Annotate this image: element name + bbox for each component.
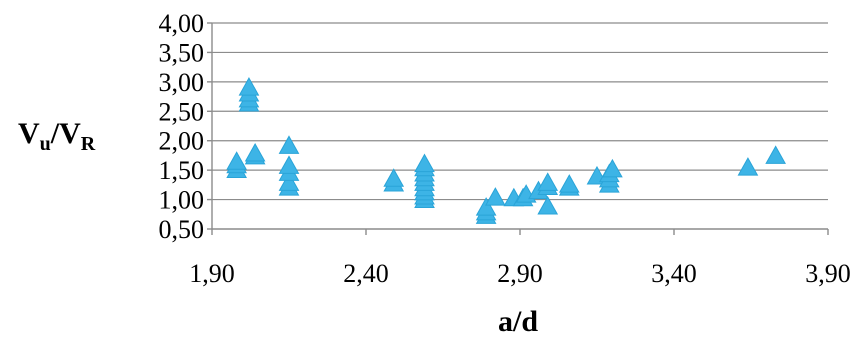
gridlines	[212, 22, 828, 201]
x-tick-label: 2,40	[343, 259, 389, 288]
x-tick-label: 3,90	[805, 259, 851, 288]
data-point	[383, 168, 405, 187]
y-tick-label: 1,00	[159, 186, 205, 215]
data-point	[278, 135, 300, 154]
y-tick-label: 3,50	[159, 38, 205, 67]
data-point	[765, 145, 786, 164]
y-tick-label: 2,50	[159, 97, 205, 126]
y-tick-label: 0,50	[159, 215, 205, 244]
data-point	[244, 142, 266, 162]
data-point	[537, 172, 559, 191]
y-tick-label: 2,00	[159, 127, 205, 156]
x-tick-labels: 1,90 2,40 2,90 3,40 3,90	[189, 259, 851, 288]
y-tick-label: 4,00	[159, 9, 205, 38]
data-point	[278, 172, 300, 191]
data-point	[414, 153, 435, 173]
y-axis-title-sub2: R	[81, 133, 96, 155]
y-tick-label: 1,50	[159, 156, 205, 185]
y-axis-title: Vu/VR	[18, 117, 96, 155]
x-tick-label: 1,90	[189, 259, 235, 288]
x-tick-label: 2,90	[497, 259, 543, 288]
data-point	[558, 174, 580, 193]
data-point	[737, 157, 759, 176]
data-point	[475, 197, 497, 216]
y-axis-title-main: V	[18, 117, 40, 150]
data-point	[226, 151, 247, 170]
data-point	[238, 77, 260, 96]
y-tick-label: 3,00	[159, 68, 205, 97]
y-axis-title-sep: /V	[50, 117, 81, 150]
y-tick-labels: 0,501,001,502,002,503,003,504,00	[159, 9, 205, 244]
data-points	[226, 77, 786, 224]
y-axis-title-sub1: u	[40, 133, 51, 155]
x-tick-label: 3,40	[651, 259, 697, 288]
data-point	[537, 195, 559, 215]
x-axis-title: a/d	[498, 305, 538, 338]
data-point	[485, 187, 506, 206]
data-point	[278, 155, 300, 174]
data-point	[602, 158, 623, 178]
axes	[207, 22, 829, 235]
